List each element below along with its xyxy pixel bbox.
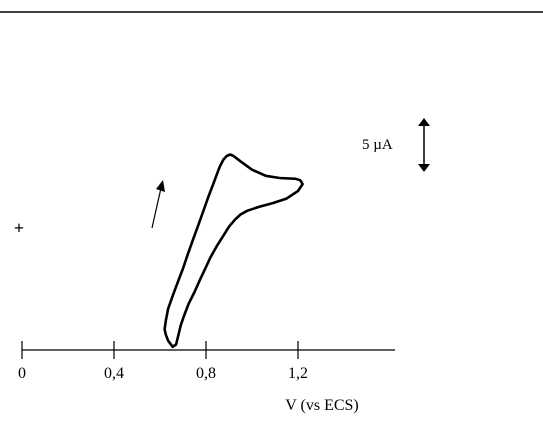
scale-bar-label: 5 µA [362,137,393,153]
x-ticks: 0 0,4 0,8 1,2 [18,341,308,382]
scan-arrow-shaft [151,187,162,229]
x-tick-label: 1,2 [288,365,308,382]
scale-bar-up-arrowhead [418,118,430,126]
positive-current-marker: + [14,218,24,238]
x-tick-label: 0,8 [196,365,216,382]
voltammogram-curve-0 [163,153,304,349]
x-tick-label: 0 [18,365,26,382]
x-axis: 0 0,4 0,8 1,2 V (vs ECS) [18,341,395,414]
x-tick-label: 0,4 [104,365,124,382]
scan-direction-arrow [151,180,165,229]
x-axis-label: V (vs ECS) [285,397,359,414]
scale-bar-down-arrowhead [418,164,430,172]
scan-arrowhead [156,180,165,192]
current-scale-bar: 5 µA [362,118,430,172]
series-layer [163,153,304,349]
